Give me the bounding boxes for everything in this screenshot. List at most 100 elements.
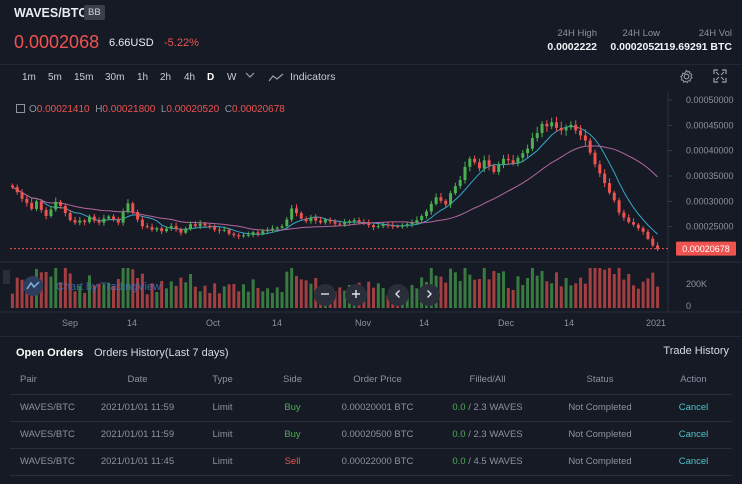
volume-bar: [116, 279, 120, 308]
indicators-button[interactable]: Indicators: [290, 71, 336, 83]
cancel-button[interactable]: Cancel: [655, 448, 732, 476]
volume-bar: [145, 294, 149, 308]
candle-body: [174, 226, 178, 230]
timeframe-d[interactable]: D: [207, 72, 215, 83]
volume-bar: [217, 293, 221, 308]
trade-history-link[interactable]: Trade History: [663, 345, 729, 357]
candle-body: [97, 220, 101, 223]
volume-bar: [492, 271, 496, 308]
table-header-row: Pair Date Type Side Order Price Filled/A…: [10, 366, 732, 395]
candle-body: [396, 226, 400, 228]
timeframe-2h[interactable]: 2h: [160, 72, 172, 83]
timeframe-1h[interactable]: 1h: [137, 72, 149, 83]
table-row: WAVES/BTC 2021/01/01 11:45 Limit Sell 0.…: [10, 448, 732, 476]
cancel-button[interactable]: Cancel: [655, 421, 732, 449]
price-chart[interactable]: 0.00050000 0.00045000 0.00040000 0.00035000…: [0, 92, 742, 332]
volume-bar: [367, 281, 371, 308]
volume-bar: [376, 283, 380, 308]
volume-bar: [458, 281, 462, 308]
candle-body: [372, 225, 376, 228]
candle-body: [102, 218, 106, 223]
candle-body: [140, 219, 144, 227]
candle-body: [449, 193, 453, 205]
volume-bar: [256, 288, 260, 308]
volume-bar: [208, 293, 212, 308]
zoom-in-button[interactable]: [345, 284, 367, 306]
cancel-button[interactable]: Cancel: [655, 394, 732, 422]
candle-body: [468, 158, 472, 167]
candle-body: [179, 229, 183, 233]
timeframe-w[interactable]: W: [227, 72, 237, 83]
volume-bar: [636, 288, 640, 308]
line-chart-icon[interactable]: [268, 71, 284, 86]
volume-bar: [232, 284, 236, 308]
candle-body: [506, 158, 510, 161]
timeframe-4h[interactable]: 4h: [184, 72, 196, 83]
settings-icon[interactable]: [679, 69, 694, 87]
ohlc-low: 0.00020520: [166, 104, 220, 115]
volume-bar: [598, 268, 602, 308]
candle-body: [569, 124, 573, 128]
volume-bar: [169, 281, 173, 308]
volume-bar: [155, 292, 159, 308]
volume-bar: [294, 276, 298, 308]
candle-body: [68, 212, 72, 221]
candle-body: [121, 211, 125, 223]
candle-body: [362, 222, 366, 224]
volume-bar: [174, 286, 178, 308]
volume-bar: [251, 279, 255, 308]
candle-body: [583, 135, 587, 141]
scroll-left-button[interactable]: [387, 284, 409, 306]
candle-body: [203, 223, 207, 226]
candle-body: [169, 226, 173, 229]
candle-body: [275, 227, 279, 229]
candle-body: [208, 225, 212, 228]
volume-bar: [140, 273, 144, 308]
candle-body: [338, 223, 342, 225]
volume-bar: [607, 268, 611, 308]
candle-body: [126, 203, 130, 212]
timeframe-1m[interactable]: 1m: [22, 72, 36, 83]
candle-body: [444, 200, 448, 205]
minus-icon: [321, 293, 329, 295]
candle-body: [54, 201, 58, 210]
candle-body: [603, 173, 607, 184]
candle-body: [530, 138, 534, 149]
volume-bar: [246, 291, 250, 308]
volume-bar: [632, 285, 636, 308]
scroll-right-button[interactable]: [418, 284, 440, 306]
volume-bar: [603, 269, 607, 308]
volume-bar: [126, 268, 130, 308]
volume-bar: [545, 281, 549, 308]
zoom-out-button[interactable]: [314, 284, 336, 306]
volume-bar: [574, 283, 578, 308]
candle-body: [535, 132, 539, 138]
plus-icon: [352, 290, 360, 298]
collapse-legend-icon[interactable]: [16, 104, 25, 113]
price-tick-label: 0.00040000: [686, 146, 734, 156]
tab-orders-history[interactable]: Orders History(Last 7 days): [94, 347, 229, 359]
col-date: Date: [90, 366, 185, 395]
volume-bar: [266, 288, 270, 308]
volume-bar: [87, 275, 91, 308]
chevron-down-icon[interactable]: [244, 69, 256, 84]
candle-body: [193, 224, 197, 227]
volume-bar: [63, 268, 67, 308]
price-change: -5.22%: [164, 37, 199, 49]
volume-bar: [511, 290, 515, 308]
open-orders-table: Pair Date Type Side Order Price Filled/A…: [10, 366, 732, 476]
candle-body: [352, 220, 356, 222]
candle-body: [550, 122, 554, 127]
timeframe-5m[interactable]: 5m: [48, 72, 62, 83]
volume-bar: [270, 293, 274, 308]
volume-bar: [410, 285, 414, 308]
current-price-label: 0.00020678: [682, 244, 730, 254]
timeframe-30m[interactable]: 30m: [105, 72, 125, 83]
tab-open-orders[interactable]: Open Orders: [16, 347, 84, 359]
candle-body: [574, 124, 578, 131]
candle-body: [237, 235, 241, 237]
timeframe-15m[interactable]: 15m: [74, 72, 94, 83]
col-type: Type: [185, 366, 260, 395]
volume-bar: [530, 268, 534, 308]
fullscreen-icon[interactable]: [713, 69, 727, 86]
